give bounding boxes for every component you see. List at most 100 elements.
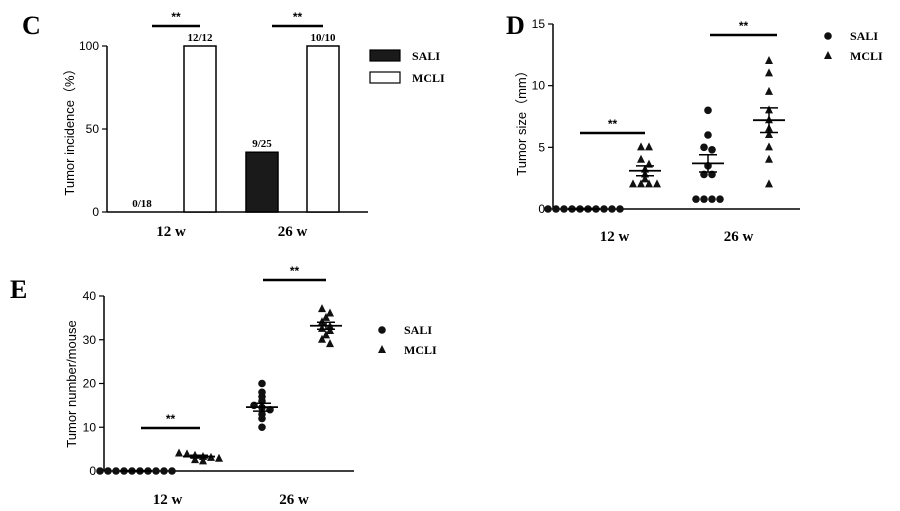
data-point-mcli <box>326 326 334 335</box>
y-tick-label: 0 <box>538 202 545 216</box>
y-tick-label: 40 <box>83 289 97 303</box>
legend-marker-sali <box>824 32 832 40</box>
data-point-sali <box>544 205 552 213</box>
data-point-sali <box>616 205 624 213</box>
y-tick-label: 0 <box>92 205 99 219</box>
bar-mcli <box>183 45 217 213</box>
legend-marker-mcli <box>824 51 832 60</box>
y-tick-label: 5 <box>538 140 545 154</box>
data-point-mcli <box>645 142 653 151</box>
panel-letter-d: D <box>506 11 525 40</box>
significance-stars: ** <box>608 117 618 131</box>
x-category-label: 26 w <box>279 492 309 508</box>
data-point-mcli <box>318 334 326 343</box>
data-point-sali <box>104 467 112 475</box>
data-point-sali <box>152 467 160 475</box>
legend-label: SALI <box>412 49 440 63</box>
data-point-mcli <box>765 86 773 95</box>
x-category-label: 26 w <box>724 229 754 245</box>
y-axis-title: Tumor incidence（%） <box>62 62 77 195</box>
data-point-mcli <box>191 455 199 464</box>
bar-data-label: 0/18 <box>132 198 152 210</box>
y-tick-label: 10 <box>83 420 97 434</box>
data-point-mcli <box>637 154 645 163</box>
bar-data-label: 9/25 <box>252 138 272 150</box>
legend-marker-sali <box>378 326 386 334</box>
y-axis-title: Tumor number/mouse <box>64 320 79 447</box>
data-point-sali <box>704 131 712 139</box>
legend-swatch-mcli <box>369 71 401 84</box>
y-tick-label: 30 <box>83 333 97 347</box>
data-point-mcli <box>765 130 773 139</box>
data-point-mcli <box>641 174 649 183</box>
legend-swatch-sali <box>369 49 401 62</box>
y-axis-title: Tumor size（mm） <box>514 64 529 175</box>
data-point-mcli <box>318 304 326 313</box>
data-point-mcli <box>326 339 334 348</box>
chart-panel-e: 0 10 20 30 40 Tumor number/mouse 12 w ** 26 w ** S… <box>64 264 437 508</box>
data-point-mcli <box>322 312 330 321</box>
data-point-mcli <box>637 179 645 188</box>
legend-label: SALI <box>404 323 432 337</box>
legend-label: SALI <box>850 29 878 43</box>
bar-data-label: 12/12 <box>187 32 213 44</box>
y-tick-label: 0 <box>89 464 96 478</box>
x-category-label: 26 w <box>278 224 308 240</box>
data-point-sali <box>704 106 712 115</box>
x-category-label: 12 w <box>600 229 630 245</box>
data-point-sali <box>168 467 176 475</box>
data-point-sali <box>708 146 716 154</box>
data-point-mcli <box>183 449 191 458</box>
significance-stars: ** <box>293 10 303 24</box>
data-point-mcli <box>765 142 773 151</box>
data-point-sali <box>700 195 708 203</box>
y-tick-label: 20 <box>83 377 97 391</box>
data-point-mcli <box>765 179 773 188</box>
data-point-mcli <box>175 448 183 457</box>
x-category-label: 12 w <box>153 492 183 508</box>
data-point-sali <box>552 205 560 213</box>
data-point-mcli <box>765 68 773 77</box>
data-point-sali <box>700 143 708 152</box>
y-tick-label: 100 <box>79 39 99 53</box>
significance-stars: ** <box>739 19 749 33</box>
bar-sali <box>245 151 279 213</box>
data-point-sali <box>560 205 568 213</box>
chart-panel-d: 0 5 10 15 Tumor size（mm） 12 w ** 26 w ** SALI MCLI <box>514 17 883 245</box>
legend-label: MCLI <box>850 49 883 63</box>
legend-marker-mcli <box>378 345 386 354</box>
data-point-sali <box>600 205 608 213</box>
legend-label: MCLI <box>412 71 445 85</box>
data-point-mcli <box>637 142 645 151</box>
data-point-sali <box>258 423 266 432</box>
data-point-mcli <box>653 179 661 188</box>
data-point-mcli <box>645 179 653 188</box>
y-tick-label: 50 <box>86 122 100 136</box>
data-point-mcli <box>199 456 207 465</box>
significance-stars: ** <box>166 412 176 426</box>
data-point-sali <box>112 467 120 475</box>
data-point-mcli <box>765 154 773 163</box>
x-category-label: 12 w <box>156 224 186 240</box>
data-point-sali <box>708 195 716 203</box>
data-point-sali <box>608 205 616 213</box>
data-point-mcli <box>318 317 326 326</box>
data-point-mcli <box>326 308 334 317</box>
data-point-sali <box>258 379 266 388</box>
significance-stars: ** <box>290 264 300 278</box>
data-point-sali <box>96 467 104 475</box>
data-point-sali <box>716 195 724 203</box>
data-point-mcli <box>765 56 773 65</box>
data-point-mcli <box>629 179 637 188</box>
legend-label: MCLI <box>404 343 437 357</box>
significance-stars: ** <box>171 10 181 24</box>
panel-letter-c: C <box>22 11 41 40</box>
data-point-sali <box>160 467 168 475</box>
bar-mcli <box>306 45 340 213</box>
y-tick-label: 15 <box>532 17 546 31</box>
panel-letter-e: E <box>10 275 27 304</box>
data-point-sali <box>692 195 700 203</box>
bar-data-label: 10/10 <box>310 32 336 44</box>
